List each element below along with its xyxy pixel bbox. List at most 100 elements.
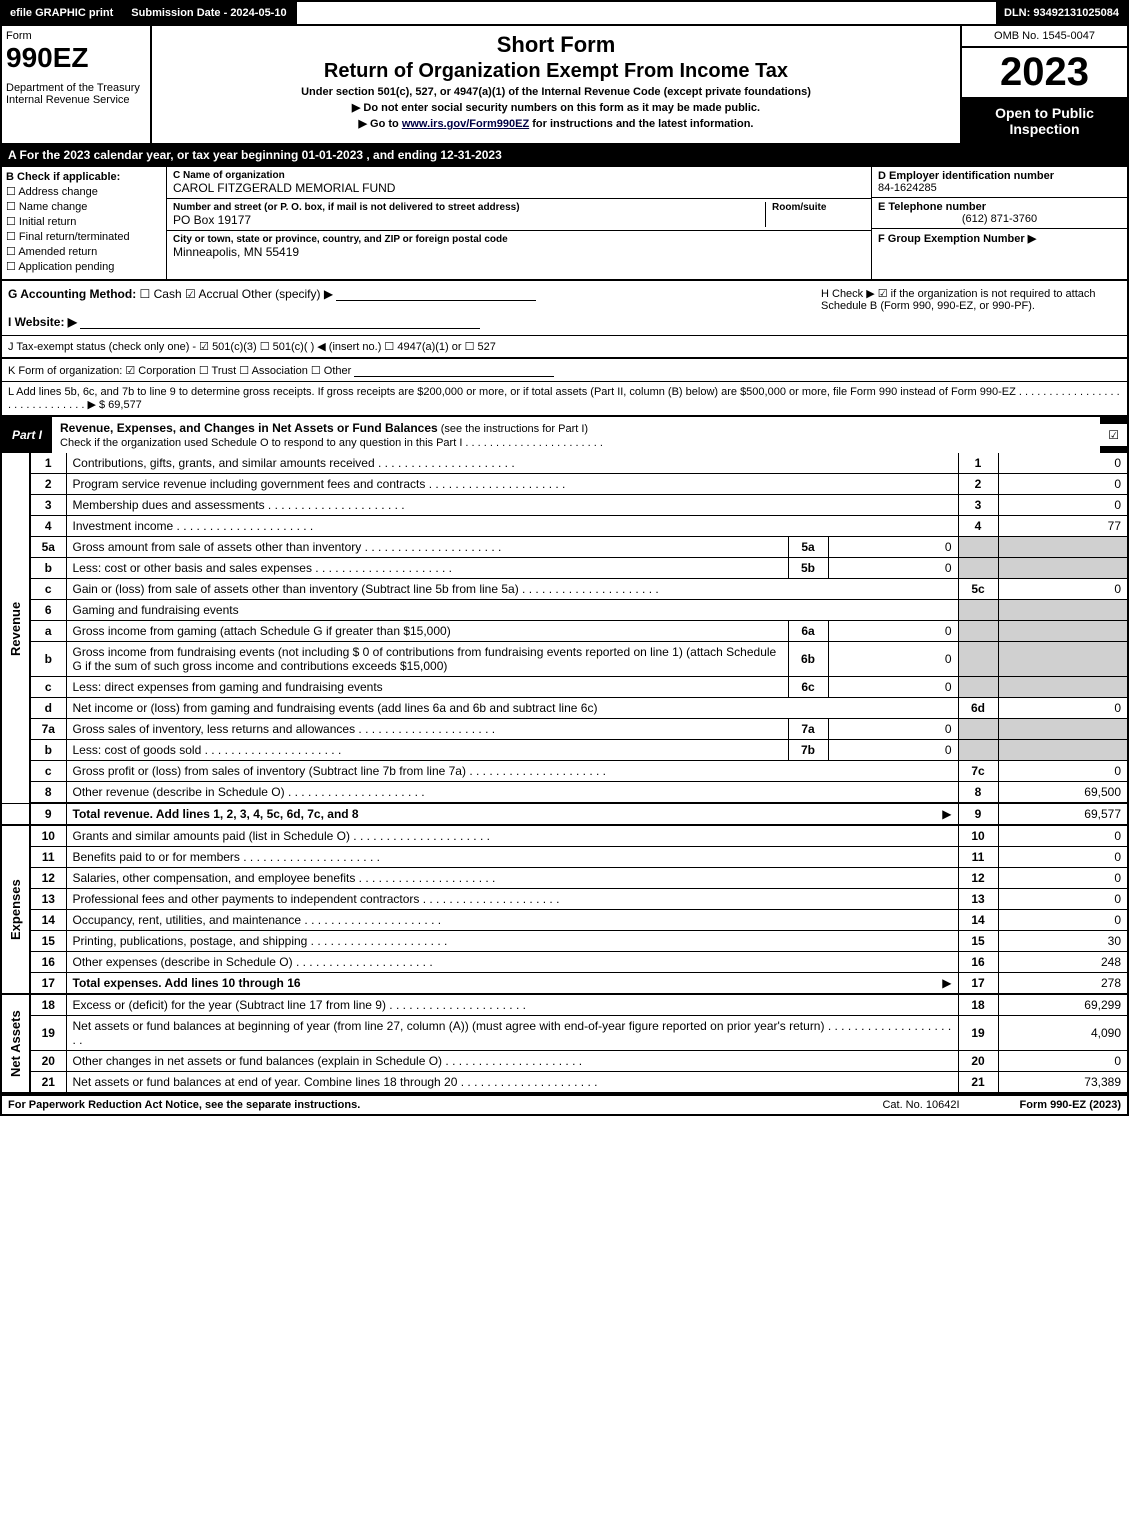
l12-no: 12 [30,868,66,889]
form-word: Form [6,30,146,42]
efile-graphic-print[interactable]: efile GRAPHIC print [2,2,123,24]
l7a-boxgrey [958,719,998,740]
l6c-boxgrey [958,677,998,698]
l6c-desc: Less: direct expenses from gaming and fu… [66,677,788,698]
dln: DLN: 93492131025084 [996,2,1127,24]
line-18: Net Assets 18 Excess or (deficit) for th… [1,994,1128,1016]
col-def: D Employer identification number 84-1624… [872,167,1127,279]
line-20: 20 Other changes in net assets or fund b… [1,1051,1128,1072]
l12-box: 12 [958,868,998,889]
l7a-desc: Gross sales of inventory, less returns a… [66,719,788,740]
l13-no: 13 [30,889,66,910]
l5b-no: b [30,558,66,579]
l14-desc: Occupancy, rent, utilities, and maintena… [66,910,958,931]
section-gh: G Accounting Method: Cash Accrual Other … [0,281,1129,336]
d-ein-row: D Employer identification number 84-1624… [872,167,1127,198]
l10-box: 10 [958,825,998,847]
c-room-label: Room/suite [772,202,865,213]
part-i-checkbox[interactable] [1100,424,1127,446]
l1-no: 1 [30,453,66,474]
line-7a: 7a Gross sales of inventory, less return… [1,719,1128,740]
l6d-box: 6d [958,698,998,719]
g-other-field[interactable] [336,287,536,301]
l8-box: 8 [958,782,998,804]
l6b-desc: Gross income from fundraising events (no… [66,642,788,677]
l3-desc: Membership dues and assessments [66,495,958,516]
l7a-sub: 7a [788,719,828,740]
l19-box: 19 [958,1016,998,1051]
l6b-boxgrey [958,642,998,677]
d-label: D Employer identification number [878,170,1121,182]
irs-link[interactable]: www.irs.gov/Form990EZ [402,118,529,130]
l14-val: 0 [998,910,1128,931]
l5c-desc: Gain or (loss) from sale of assets other… [66,579,958,600]
subtitle-1: Under section 501(c), 527, or 4947(a)(1)… [160,86,952,98]
line-6b: b Gross income from fundraising events (… [1,642,1128,677]
topbar: efile GRAPHIC print Submission Date - 20… [0,0,1129,26]
part-i-header: Part I Revenue, Expenses, and Changes in… [0,417,1129,453]
c-addr-value: PO Box 19177 [173,213,765,227]
l11-desc: Benefits paid to or for members [66,847,958,868]
form-title-block: Short Form Return of Organization Exempt… [152,26,962,143]
cb-final-return[interactable]: Final return/terminated [6,230,162,243]
l4-no: 4 [30,516,66,537]
cb-accrual[interactable]: Accrual [185,287,238,301]
sidelabel-revenue-end [1,803,30,825]
sidelabel-revenue: Revenue [1,453,30,803]
c-name-label: C Name of organization [173,170,865,181]
l17-box: 17 [958,973,998,995]
cb-amended-return[interactable]: Amended return [6,245,162,258]
l16-box: 16 [958,952,998,973]
cb-initial-return[interactable]: Initial return [6,215,162,228]
footer-formno: Form 990-EZ (2023) [1020,1099,1121,1111]
col-c-org-info: C Name of organization CAROL FITZGERALD … [167,167,872,279]
sidelabel-expenses: Expenses [1,825,30,994]
c-name-value: CAROL FITZGERALD MEMORIAL FUND [173,181,865,195]
cb-application-pending[interactable]: Application pending [6,260,162,273]
short-form-title: Short Form [160,32,952,58]
l16-desc: Other expenses (describe in Schedule O) [66,952,958,973]
l-value: 69,577 [108,399,142,411]
g-other: Other (specify) ▶ [242,287,333,301]
l6b-sub: 6b [788,642,828,677]
department: Department of the Treasury Internal Reve… [6,82,146,106]
c-addr-label: Number and street (or P. O. box, if mail… [173,202,765,213]
l10-val: 0 [998,825,1128,847]
l21-box: 21 [958,1072,998,1094]
part-i-check-line: Check if the organization used Schedule … [60,437,603,449]
cb-address-change[interactable]: Address change [6,185,162,198]
cb-name-change[interactable]: Name change [6,200,162,213]
line-5c: c Gain or (loss) from sale of assets oth… [1,579,1128,600]
subtitle-3: ▶ Go to www.irs.gov/Form990EZ for instru… [160,117,952,130]
l9-val: 69,577 [998,803,1128,825]
line-6a: a Gross income from gaming (attach Sched… [1,621,1128,642]
return-title: Return of Organization Exempt From Incom… [160,60,952,83]
l15-desc: Printing, publications, postage, and shi… [66,931,958,952]
l11-box: 11 [958,847,998,868]
l-text: L Add lines 5b, 6c, and 7b to line 9 to … [8,386,1120,411]
submission-date: Submission Date - 2024-05-10 [123,2,296,24]
line-14: 14 Occupancy, rent, utilities, and maint… [1,910,1128,931]
part-i-title: Revenue, Expenses, and Changes in Net As… [52,417,1100,453]
j-tax-exempt: J Tax-exempt status (check only one) - ☑… [8,341,496,353]
form-number: 990EZ [6,42,146,74]
sidelabel-netassets: Net Assets [1,994,30,1093]
l2-desc: Program service revenue including govern… [66,474,958,495]
l2-val: 0 [998,474,1128,495]
section-bcdef: B Check if applicable: Address change Na… [0,167,1129,281]
l5a-boxgrey [958,537,998,558]
open-to-public: Open to Public Inspection [962,99,1127,143]
i-website-field[interactable] [80,315,480,329]
cb-cash[interactable]: Cash [140,287,182,301]
l16-no: 16 [30,952,66,973]
k-other-field[interactable] [354,363,554,377]
line-6c: c Less: direct expenses from gaming and … [1,677,1128,698]
l17-desc-wrap: Total expenses. Add lines 10 through 16 … [66,973,958,995]
l5b-desc: Less: cost or other basis and sales expe… [66,558,788,579]
g-label: G Accounting Method: [8,287,136,301]
l5c-no: c [30,579,66,600]
l12-val: 0 [998,868,1128,889]
b-header: B Check if applicable: [6,171,162,183]
l8-val: 69,500 [998,782,1128,804]
l17-desc: Total expenses. Add lines 10 through 16 [73,976,301,990]
